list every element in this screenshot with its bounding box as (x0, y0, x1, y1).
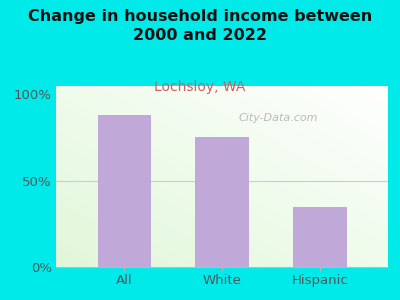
Text: Change in household income between
2000 and 2022: Change in household income between 2000 … (28, 9, 372, 43)
Bar (98, 115, 151, 267)
Text: City-Data.com: City-Data.com (239, 113, 318, 123)
Bar (195, 137, 249, 267)
Bar (293, 206, 346, 267)
Text: Lochsloy, WA: Lochsloy, WA (154, 80, 246, 94)
